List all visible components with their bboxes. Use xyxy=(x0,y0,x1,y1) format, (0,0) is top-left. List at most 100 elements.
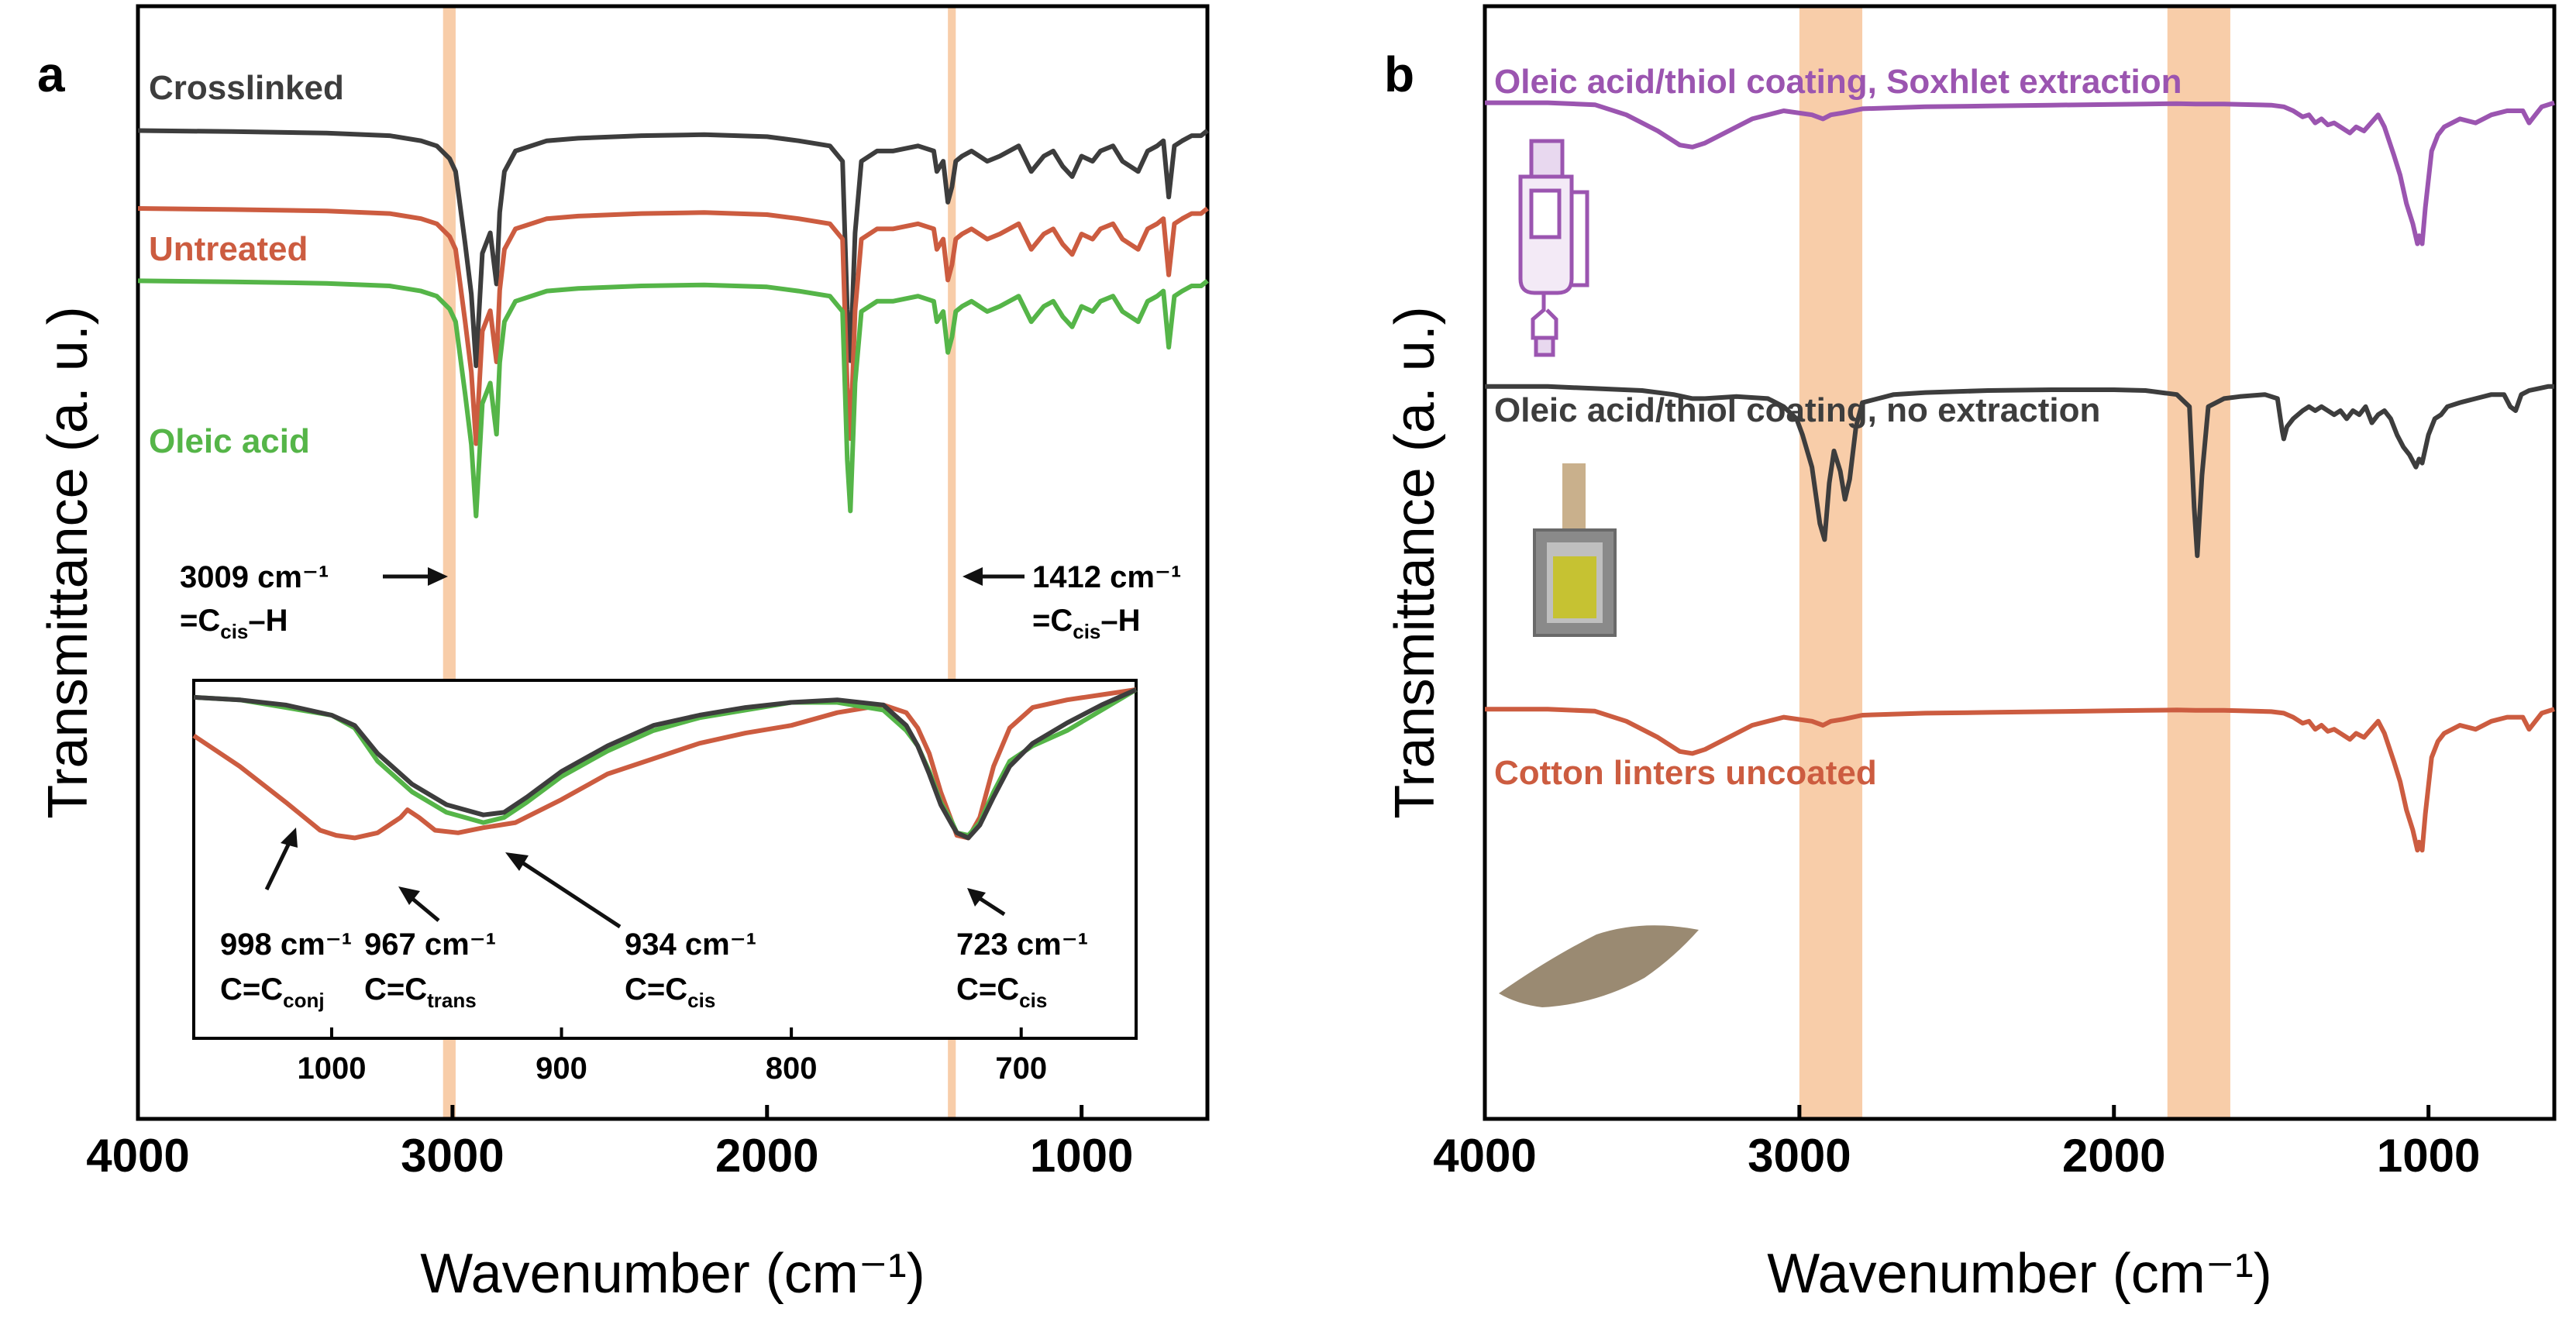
panel-b-plot-frame xyxy=(1483,4,2557,1121)
annotation-1412-line2: =Ccis–H xyxy=(1032,604,1141,643)
soxhlet-bottom-joint xyxy=(1534,336,1555,357)
inset-annotation-967-arrow-head xyxy=(398,886,420,905)
annotation-1412-sub: cis xyxy=(1073,620,1100,643)
panel-a-tick-label-1000: 1000 xyxy=(1030,1130,1133,1182)
panel-a-label-untreated: Untreated xyxy=(149,230,308,268)
soxhlet-top-joint xyxy=(1529,139,1565,179)
inset-annotation-934: 934 cm⁻¹ C=Ccis xyxy=(505,852,756,1012)
panel-a-band-2 xyxy=(948,6,956,1119)
coating-vessel-icon xyxy=(1533,463,1617,637)
soxhlet-extractor-icon xyxy=(1518,139,1589,357)
annotation-1412: 1412 cm⁻¹ =Ccis–H xyxy=(963,560,1181,643)
annotation-3009-line2: =Ccis–H xyxy=(180,604,288,643)
inset-tick-label-900: 900 xyxy=(536,1051,587,1086)
inset-annotation-934-line1: 934 cm⁻¹ xyxy=(625,928,756,962)
inset-annotation-934-arrow-head xyxy=(505,852,529,871)
panel-b-tick-label-3000: 3000 xyxy=(1748,1130,1851,1182)
panel-a-series-oleic-acid xyxy=(137,278,1209,518)
inset-annotation-998-main: C=C xyxy=(220,972,283,1007)
inset-tick-label-800: 800 xyxy=(766,1051,818,1086)
panel-a-series xyxy=(137,128,1209,518)
inset-annotation-998-line2: C=Cconj xyxy=(220,972,325,1012)
panel-b-letter: b xyxy=(1384,46,1414,102)
panel-b-tick-label-4000: 4000 xyxy=(1433,1130,1536,1182)
panel-b-x-axis-label: Wavenumber (cm⁻¹) xyxy=(1767,1243,2271,1305)
soxhlet-side-arm xyxy=(1572,190,1589,287)
panel-a-label-crosslinked: Crosslinked xyxy=(149,69,344,107)
inset-annotation-998-line1: 998 cm⁻¹ xyxy=(220,928,352,962)
inset-x-ticks: 1000 900 800 700 xyxy=(297,1027,1047,1086)
panel-a-tick-label-4000: 4000 xyxy=(86,1130,189,1182)
inset-annotation-723-line1: 723 cm⁻¹ xyxy=(956,928,1088,962)
panel-b-tick-label-2000: 2000 xyxy=(2062,1130,2165,1182)
panel-a-plot-frame xyxy=(136,4,1210,1121)
inset-annotation-723-line2: C=Ccis xyxy=(956,972,1047,1012)
inset-annotation-934-line2: C=Ccis xyxy=(625,972,715,1012)
annotation-3009-line1: 3009 cm⁻¹ xyxy=(180,560,329,594)
inset-annotation-967-arrow-shaft xyxy=(409,896,440,922)
panel-a-x-axis-label: Wavenumber (cm⁻¹) xyxy=(420,1243,925,1305)
annotation-3009-arrow-head xyxy=(428,567,448,586)
inset-series-crosslinked xyxy=(193,687,1138,841)
inset-annotation-723-sub: cis xyxy=(1019,989,1047,1012)
annotation-1412-line1: 1412 cm⁻¹ xyxy=(1032,560,1181,594)
panel-b-band-1 xyxy=(1799,6,1863,1119)
panel-a-label-oleic-acid: Oleic acid xyxy=(149,422,310,460)
inset-annotation-934-main: C=C xyxy=(625,972,687,1007)
cotton-sheet-icon xyxy=(1499,925,1699,1007)
panel-b-tick-label-1000: 1000 xyxy=(2377,1130,2480,1182)
annotation-3009-main: =C xyxy=(180,604,220,638)
inset-annotation-998-sub: conj xyxy=(283,989,324,1012)
panel-a-y-axis-label: Transmittance (a. u.) xyxy=(37,306,99,819)
inset-annotation-967-line2: C=Ctrans xyxy=(364,972,477,1012)
annotation-1412-arrow-head xyxy=(963,567,983,586)
panel-b-series-oleic-acid-thiol-coating-soxhlet-extraction xyxy=(1485,100,2555,246)
inset-series-untreated xyxy=(192,687,1137,841)
inset-annotation-934-sub: cis xyxy=(687,989,715,1012)
annotation-3009-sub: cis xyxy=(220,620,248,643)
panel-b-highlight-bands xyxy=(1799,6,2230,1119)
inset-chart: 1000 900 800 700 998 cm⁻¹ C=Cconj 967 cm⁻¹ … xyxy=(192,679,1138,1086)
inset-annotation-723: 723 cm⁻¹ C=Ccis xyxy=(956,888,1088,1012)
inset-annotation-998: 998 cm⁻¹ C=Cconj xyxy=(220,828,352,1012)
panel-a-letter: a xyxy=(37,46,65,102)
annotation-3009-tail: –H xyxy=(248,604,288,638)
panel-a-tick-label-3000: 3000 xyxy=(401,1130,504,1182)
inset-annotation-967-line1: 967 cm⁻¹ xyxy=(364,928,496,962)
vessel-liquid xyxy=(1553,556,1596,618)
panel-b-y-axis-label: Transmittance (a. u.) xyxy=(1384,306,1446,819)
soxhlet-bottom-tube xyxy=(1531,293,1558,340)
annotation-1412-tail: –H xyxy=(1100,604,1140,638)
inset-annotation-723-arrow-shaft xyxy=(976,895,1006,917)
soxhlet-thimble xyxy=(1529,188,1562,239)
inset-frame xyxy=(192,679,1138,1040)
inset-annotation-723-main: C=C xyxy=(956,972,1019,1007)
cotton-sheet-shape xyxy=(1499,925,1699,1007)
inset-tick-label-700: 700 xyxy=(995,1051,1047,1086)
panel-a-tick-label-2000: 2000 xyxy=(715,1130,818,1182)
panel-b-x-ticks: 4000 3000 2000 1000 xyxy=(1433,1105,2480,1182)
panel-b-band-2 xyxy=(2167,6,2230,1119)
annotation-3009: 3009 cm⁻¹ =Ccis–H xyxy=(180,560,448,643)
panel-a-x-ticks: 4000 3000 2000 1000 xyxy=(86,1105,1133,1182)
inset-annotation-967: 967 cm⁻¹ C=Ctrans xyxy=(364,886,496,1012)
inset-annotation-998-arrow-shaft xyxy=(264,840,292,891)
inset-annotation-998-arrow-head xyxy=(281,828,298,848)
panel-b-label-soxhlet: Oleic acid/thiol coating, Soxhlet extrac… xyxy=(1494,63,2182,101)
panel-b-series xyxy=(1485,100,2555,853)
inset-annotation-934-arrow-shaft xyxy=(519,859,622,929)
annotation-1412-main: =C xyxy=(1032,604,1073,638)
inset-annotation-967-sub: trans xyxy=(427,989,477,1012)
inset-annotation-967-main: C=C xyxy=(364,972,427,1007)
panel-b-series-oleic-acid-thiol-coating-no-extraction xyxy=(1485,384,2554,559)
inset-series xyxy=(192,687,1138,841)
panel-a: a 4000 3000 2000 1000 Wavenumber (cm⁻¹) Tra… xyxy=(37,4,1210,1305)
panel-b-label-cotton: Cotton linters uncoated xyxy=(1494,754,1877,792)
panel-b: b 4000 3000 2000 1000 Wavenumber (cm⁻¹) Tra… xyxy=(1384,4,2557,1305)
panel-a-series-untreated xyxy=(137,206,1209,446)
panel-b-series-cotton-linters-uncoated xyxy=(1485,707,2555,853)
inset-annotation-723-arrow-head xyxy=(967,888,986,907)
inset-tick-label-1000: 1000 xyxy=(297,1051,366,1086)
panel-b-label-no-extraction: Oleic acid/thiol coating, no extraction xyxy=(1494,391,2100,429)
panel-a-series-crosslinked xyxy=(137,128,1209,369)
